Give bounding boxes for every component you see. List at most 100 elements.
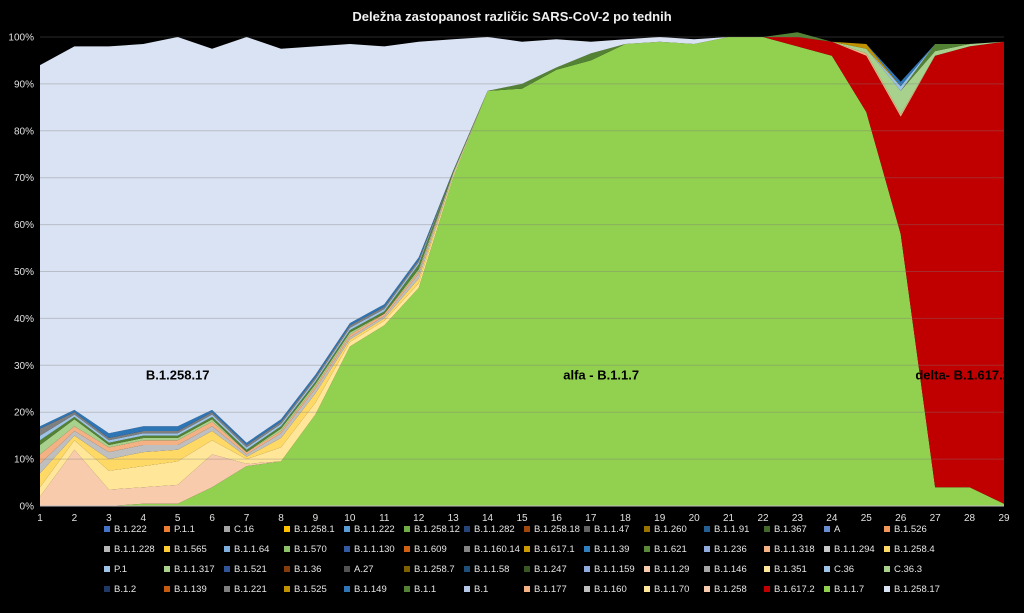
legend-item: B.1.1.159 — [584, 562, 635, 576]
legend-swatch — [344, 526, 350, 532]
legend-item: B.1.1.58 — [464, 562, 509, 576]
legend-item: B.1.160 — [584, 582, 627, 596]
x-tick-label: 8 — [278, 513, 284, 524]
y-tick-label: 100% — [8, 33, 34, 44]
x-tick-label: 20 — [689, 513, 701, 524]
series-annotation: B.1.258.17 — [146, 367, 210, 382]
legend-label: B.1.617.1 — [534, 543, 575, 555]
legend-swatch — [524, 546, 530, 552]
legend-swatch — [344, 586, 350, 592]
legend-swatch — [764, 526, 770, 532]
legend-swatch — [764, 586, 770, 592]
legend-swatch — [464, 546, 470, 552]
x-tick-label: 12 — [413, 513, 425, 524]
legend-swatch — [344, 566, 350, 572]
legend-swatch — [224, 526, 230, 532]
legend-item: P.1.1 — [164, 522, 195, 536]
legend-item: B.1.1.29 — [644, 562, 689, 576]
y-tick-label: 90% — [14, 79, 34, 90]
legend-item: B.1.570 — [284, 542, 327, 556]
legend-swatch — [584, 546, 590, 552]
legend-swatch — [284, 566, 290, 572]
legend-label: B.1.258.4 — [894, 543, 935, 555]
legend-label: B.1.1.222 — [354, 523, 395, 535]
legend-item: B.1.139 — [164, 582, 207, 596]
legend-label: P.1.1 — [174, 523, 195, 535]
legend-item: C.16 — [224, 522, 254, 536]
legend-swatch — [464, 526, 470, 532]
legend-label: B.1.609 — [414, 543, 447, 555]
legend-label: B.1.258.12 — [414, 523, 460, 535]
legend-swatch — [764, 546, 770, 552]
x-tick-label: 21 — [723, 513, 735, 524]
legend-swatch — [164, 546, 170, 552]
legend-label: B.1.1.228 — [114, 543, 155, 555]
x-tick-label: 9 — [313, 513, 319, 524]
legend-label: B.1.258.7 — [414, 563, 455, 575]
legend-swatch — [164, 566, 170, 572]
legend-label: B.1.258.17 — [894, 583, 940, 595]
x-tick-label: 15 — [516, 513, 528, 524]
legend-label: B.1.570 — [294, 543, 327, 555]
legend-swatch — [824, 546, 830, 552]
legend-swatch — [524, 566, 530, 572]
x-tick-label: 6 — [209, 513, 215, 524]
y-tick-label: 60% — [14, 220, 34, 231]
legend-item: B.1.149 — [344, 582, 387, 596]
legend-item: B.1.258.17 — [884, 582, 940, 596]
legend-swatch — [584, 566, 590, 572]
legend-item: B.1.36 — [284, 562, 321, 576]
legend-item: B.1.617.1 — [524, 542, 575, 556]
legend-label: B.1.1.29 — [654, 563, 690, 575]
legend-item: B.1.525 — [284, 582, 327, 596]
y-tick-label: 80% — [14, 126, 34, 137]
legend-item: A — [824, 522, 840, 536]
x-tick-label: 11 — [379, 513, 390, 524]
x-tick-label: 19 — [654, 513, 666, 524]
x-tick-label: 29 — [998, 513, 1010, 524]
x-tick-label: 24 — [826, 513, 838, 524]
legend-label: B.1.1.159 — [594, 563, 635, 575]
y-tick-label: 70% — [14, 173, 34, 184]
legend-swatch — [524, 526, 530, 532]
legend-item: B.1.1.282 — [464, 522, 515, 536]
legend-item: B.1.621 — [644, 542, 687, 556]
legend-swatch — [884, 526, 890, 532]
chart-title: Deležna zastopanost različic SARS-CoV-2 … — [352, 9, 672, 24]
legend-item: B.1.222 — [104, 522, 147, 536]
legend-swatch — [584, 526, 590, 532]
x-tick-label: 10 — [344, 513, 356, 524]
legend-swatch — [824, 526, 830, 532]
x-tick-label: 18 — [620, 513, 632, 524]
legend-label: B.1.621 — [654, 543, 687, 555]
legend-label: B.1.139 — [174, 583, 207, 595]
legend-item: B.1.177 — [524, 582, 567, 596]
legend-label: B.1.1.70 — [654, 583, 690, 595]
legend-label: B.1.1.39 — [594, 543, 630, 555]
legend-swatch — [584, 586, 590, 592]
legend-swatch — [644, 546, 650, 552]
legend-item: B.1.1.222 — [344, 522, 395, 536]
legend-swatch — [284, 586, 290, 592]
legend-label: B.1.160 — [594, 583, 627, 595]
legend-item: C.36.3 — [884, 562, 922, 576]
legend-swatch — [764, 566, 770, 572]
legend-label: B.1.1.282 — [474, 523, 515, 535]
legend-item: B.1.1.318 — [764, 542, 815, 556]
legend-label: B.1.236 — [714, 543, 747, 555]
legend-swatch — [824, 566, 830, 572]
legend-swatch — [404, 546, 410, 552]
x-tick-label: 1 — [37, 513, 43, 524]
legend-label: B.1.1.294 — [834, 543, 875, 555]
legend-swatch — [644, 566, 650, 572]
legend-swatch — [284, 546, 290, 552]
x-tick-label: 16 — [551, 513, 563, 524]
legend-swatch — [464, 566, 470, 572]
legend-label: B.1.521 — [234, 563, 267, 575]
legend-label: B.1.617.2 — [774, 583, 815, 595]
legend-swatch — [884, 546, 890, 552]
x-tick-label: 28 — [964, 513, 976, 524]
legend-item: A.27 — [344, 562, 374, 576]
legend-label: B.1.1.47 — [594, 523, 630, 535]
